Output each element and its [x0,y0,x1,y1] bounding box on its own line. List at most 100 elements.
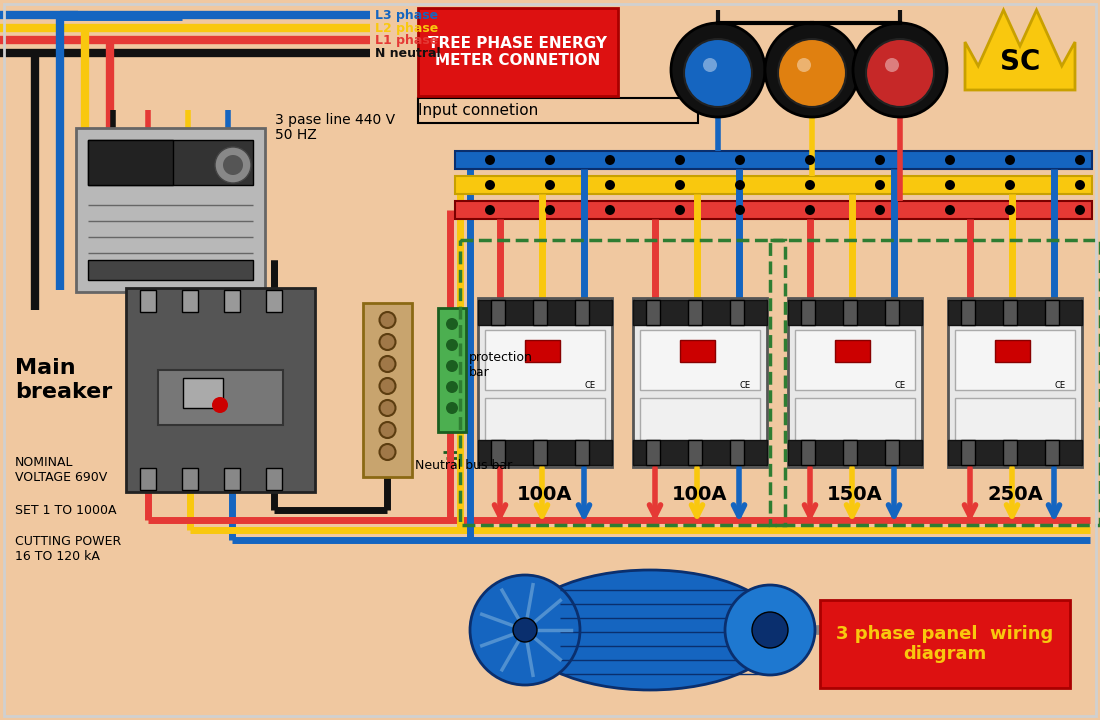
Bar [455,151,1092,169]
Text: CE: CE [584,380,595,390]
Circle shape [675,205,685,215]
Text: CE: CE [894,380,905,390]
Bar [485,330,605,390]
Bar [770,240,1100,525]
Circle shape [764,23,859,117]
Circle shape [735,155,745,165]
Circle shape [945,180,955,190]
Bar [88,140,173,185]
FancyBboxPatch shape [478,298,612,467]
Circle shape [866,39,934,107]
Bar [948,440,1082,465]
Bar [730,300,744,325]
Circle shape [379,422,396,438]
Text: CE: CE [739,380,750,390]
Bar [640,330,760,390]
Bar [1003,440,1018,465]
Bar [418,98,698,123]
Circle shape [778,39,846,107]
Circle shape [485,180,495,190]
Bar [886,440,899,465]
Circle shape [379,334,396,350]
Circle shape [1075,180,1085,190]
Bar [88,260,253,280]
Text: 3 phase panel  wiring
diagram: 3 phase panel wiring diagram [836,624,1054,663]
Bar [182,290,198,312]
Bar [140,468,156,490]
Circle shape [671,23,764,117]
Text: Input connetion: Input connetion [418,102,538,117]
Circle shape [945,155,955,165]
Polygon shape [965,10,1075,90]
Text: NOMINAL
VOLTAGE 690V: NOMINAL VOLTAGE 690V [15,456,108,484]
Circle shape [214,147,251,183]
Bar [680,340,715,362]
Circle shape [886,58,899,72]
Circle shape [605,180,615,190]
Circle shape [1005,180,1015,190]
Bar [948,300,1082,325]
Bar [575,300,589,325]
Bar [491,440,505,465]
Ellipse shape [520,570,780,690]
Bar [140,290,156,312]
Text: protection
bar: protection bar [469,351,532,379]
Bar [961,440,975,465]
Text: 100A: 100A [517,485,573,504]
FancyBboxPatch shape [76,128,265,292]
Circle shape [752,612,788,648]
Text: 250A: 250A [987,485,1043,504]
Bar [795,398,915,453]
Text: CE: CE [1055,380,1066,390]
Text: 3 pase line 440 V: 3 pase line 440 V [275,113,395,127]
Bar [801,300,815,325]
Bar [491,300,505,325]
Bar [266,468,282,490]
Bar [478,300,612,325]
Circle shape [513,618,537,642]
Circle shape [805,155,815,165]
Circle shape [735,205,745,215]
Bar [632,440,767,465]
Circle shape [379,312,396,328]
Circle shape [446,318,458,330]
Bar [158,370,283,425]
Circle shape [874,180,886,190]
FancyBboxPatch shape [948,298,1082,467]
Circle shape [379,356,396,372]
FancyBboxPatch shape [363,303,412,477]
Bar [961,300,975,325]
Circle shape [544,205,556,215]
Text: N neutral: N neutral [375,47,441,60]
Bar [795,330,915,390]
Circle shape [446,402,458,414]
FancyBboxPatch shape [632,298,767,467]
Bar [460,240,785,525]
Bar [183,378,223,408]
Bar [1003,300,1018,325]
Circle shape [470,575,580,685]
Text: Neutral bus bar: Neutral bus bar [415,459,513,472]
Bar [646,440,660,465]
Circle shape [874,155,886,165]
Bar [788,440,922,465]
Bar [688,300,702,325]
Circle shape [379,378,396,394]
Bar [843,440,857,465]
Bar [730,440,744,465]
Circle shape [379,444,396,460]
Bar [224,468,240,490]
Circle shape [945,205,955,215]
Text: CUTTING POWER
16 TO 120 kA: CUTTING POWER 16 TO 120 kA [15,535,121,563]
Circle shape [446,339,458,351]
Bar [886,300,899,325]
Bar [955,398,1075,453]
Circle shape [725,585,815,675]
Bar [182,468,198,490]
Circle shape [874,205,886,215]
Circle shape [684,39,752,107]
Bar [575,440,589,465]
Circle shape [735,180,745,190]
Text: L1 phase: L1 phase [375,34,438,47]
Text: SC: SC [1000,48,1041,76]
